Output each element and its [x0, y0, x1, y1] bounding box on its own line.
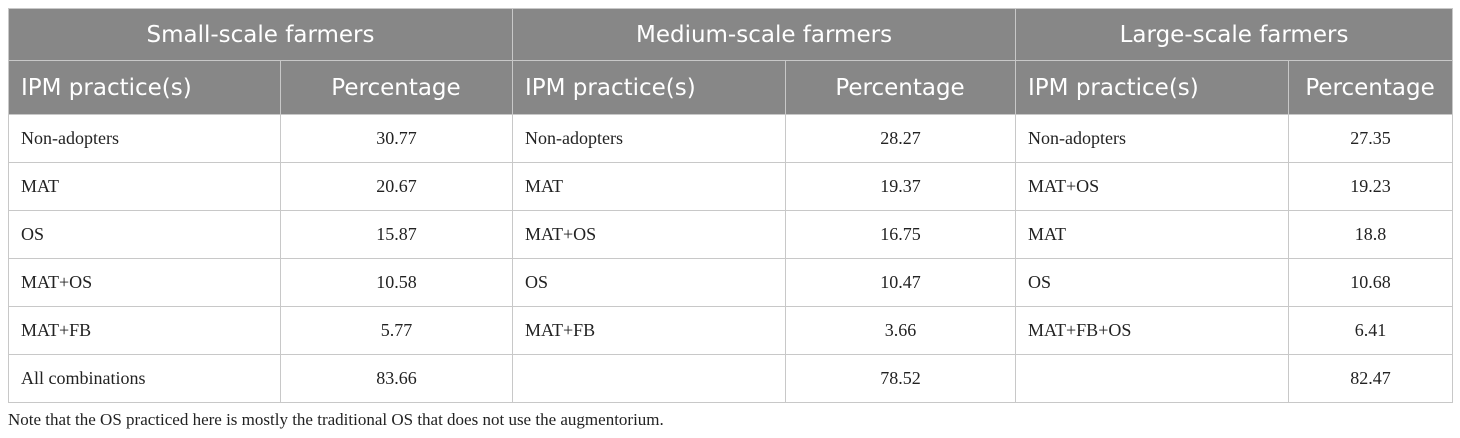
practice-cell: MAT	[1015, 210, 1290, 259]
group-row: Small-scale farmers Medium-scale farmers L…	[8, 8, 1454, 61]
practice-cell: MAT	[512, 162, 786, 211]
practice-cell: MAT+FB	[512, 306, 786, 355]
column-header: IPM practice(s)	[1015, 60, 1290, 115]
percentage-cell: 30.77	[280, 114, 513, 163]
practice-cell: MAT+FB	[8, 306, 281, 355]
table-body: Non-adopters 30.77 Non-adopters 28.27 Non-ad…	[8, 114, 1454, 403]
table-row: MAT 20.67 MAT 19.37 MAT+OS 19.23	[8, 162, 1454, 211]
percentage-cell: 78.52	[784, 354, 1017, 403]
percentage-cell: 15.87	[280, 210, 513, 259]
practice-cell: OS	[1015, 258, 1290, 307]
note: Note that the OS practiced here is mostl…	[8, 410, 664, 429]
percentage-cell: 28.27	[784, 114, 1017, 163]
practice-cell: MAT+OS	[1015, 162, 1290, 211]
practice-cell: OS	[8, 210, 281, 259]
table: Small-scale farmers Medium-scale farmers L…	[8, 8, 1454, 403]
percentage-cell: 10.58	[280, 258, 513, 307]
practice-cell: Non-adopters	[8, 114, 281, 163]
practice-cell	[512, 354, 786, 403]
percentage-cell: 6.41	[1288, 306, 1454, 355]
percentage-cell: 10.47	[784, 258, 1017, 307]
percentage-cell: 18.8	[1288, 210, 1454, 259]
column-header: IPM practice(s)	[8, 60, 281, 115]
practice-cell: Non-adopters	[1015, 114, 1290, 163]
group-header: Small-scale farmers	[8, 8, 513, 61]
practice-cell: MAT+FB+OS	[1015, 306, 1290, 355]
percentage-cell: 27.35	[1288, 114, 1454, 163]
column-row: IPM practice(s) Percentage IPM practice(s)…	[8, 60, 1454, 115]
percentage-cell: 16.75	[784, 210, 1017, 259]
practice-cell: MAT	[8, 162, 281, 211]
practice-cell: All combinations	[8, 354, 281, 403]
percentage-cell: 20.67	[280, 162, 513, 211]
practice-cell: MAT+OS	[8, 258, 281, 307]
group-header: Large-scale farmers	[1015, 8, 1454, 61]
column-header: Percentage	[784, 60, 1017, 115]
practice-cell	[1015, 354, 1290, 403]
practice-cell: MAT+OS	[512, 210, 786, 259]
table-row: Non-adopters 30.77 Non-adopters 28.27 Non-ad…	[8, 114, 1454, 163]
percentage-cell: 3.66	[784, 306, 1017, 355]
table-row: MAT+FB 5.77 MAT+FB 3.66 MAT+FB+OS 6.41	[8, 306, 1454, 355]
column-header: Percentage	[280, 60, 513, 115]
percentage-cell: 19.37	[784, 162, 1017, 211]
column-header: Percentage	[1288, 60, 1454, 115]
practice-cell: Non-adopters	[512, 114, 786, 163]
group-header: Medium-scale farmers	[511, 8, 1017, 61]
table-row: MAT+OS 10.58 OS 10.47 OS 10.68	[8, 258, 1454, 307]
percentage-cell: 10.68	[1288, 258, 1454, 307]
practice-cell: OS	[512, 258, 786, 307]
table-wrap: Small-scale farmers Medium-scale farmers L…	[8, 8, 1454, 403]
table-row: OS 15.87 MAT+OS 16.75 MAT 18.8	[8, 210, 1454, 259]
percentage-cell: 5.77	[280, 306, 513, 355]
table-row: All combinations 83.66 78.52 82.47	[8, 354, 1454, 403]
percentage-cell: 19.23	[1288, 162, 1454, 211]
percentage-cell: 83.66	[280, 354, 513, 403]
column-header: IPM practice(s)	[512, 60, 786, 115]
percentage-cell: 82.47	[1288, 354, 1454, 403]
